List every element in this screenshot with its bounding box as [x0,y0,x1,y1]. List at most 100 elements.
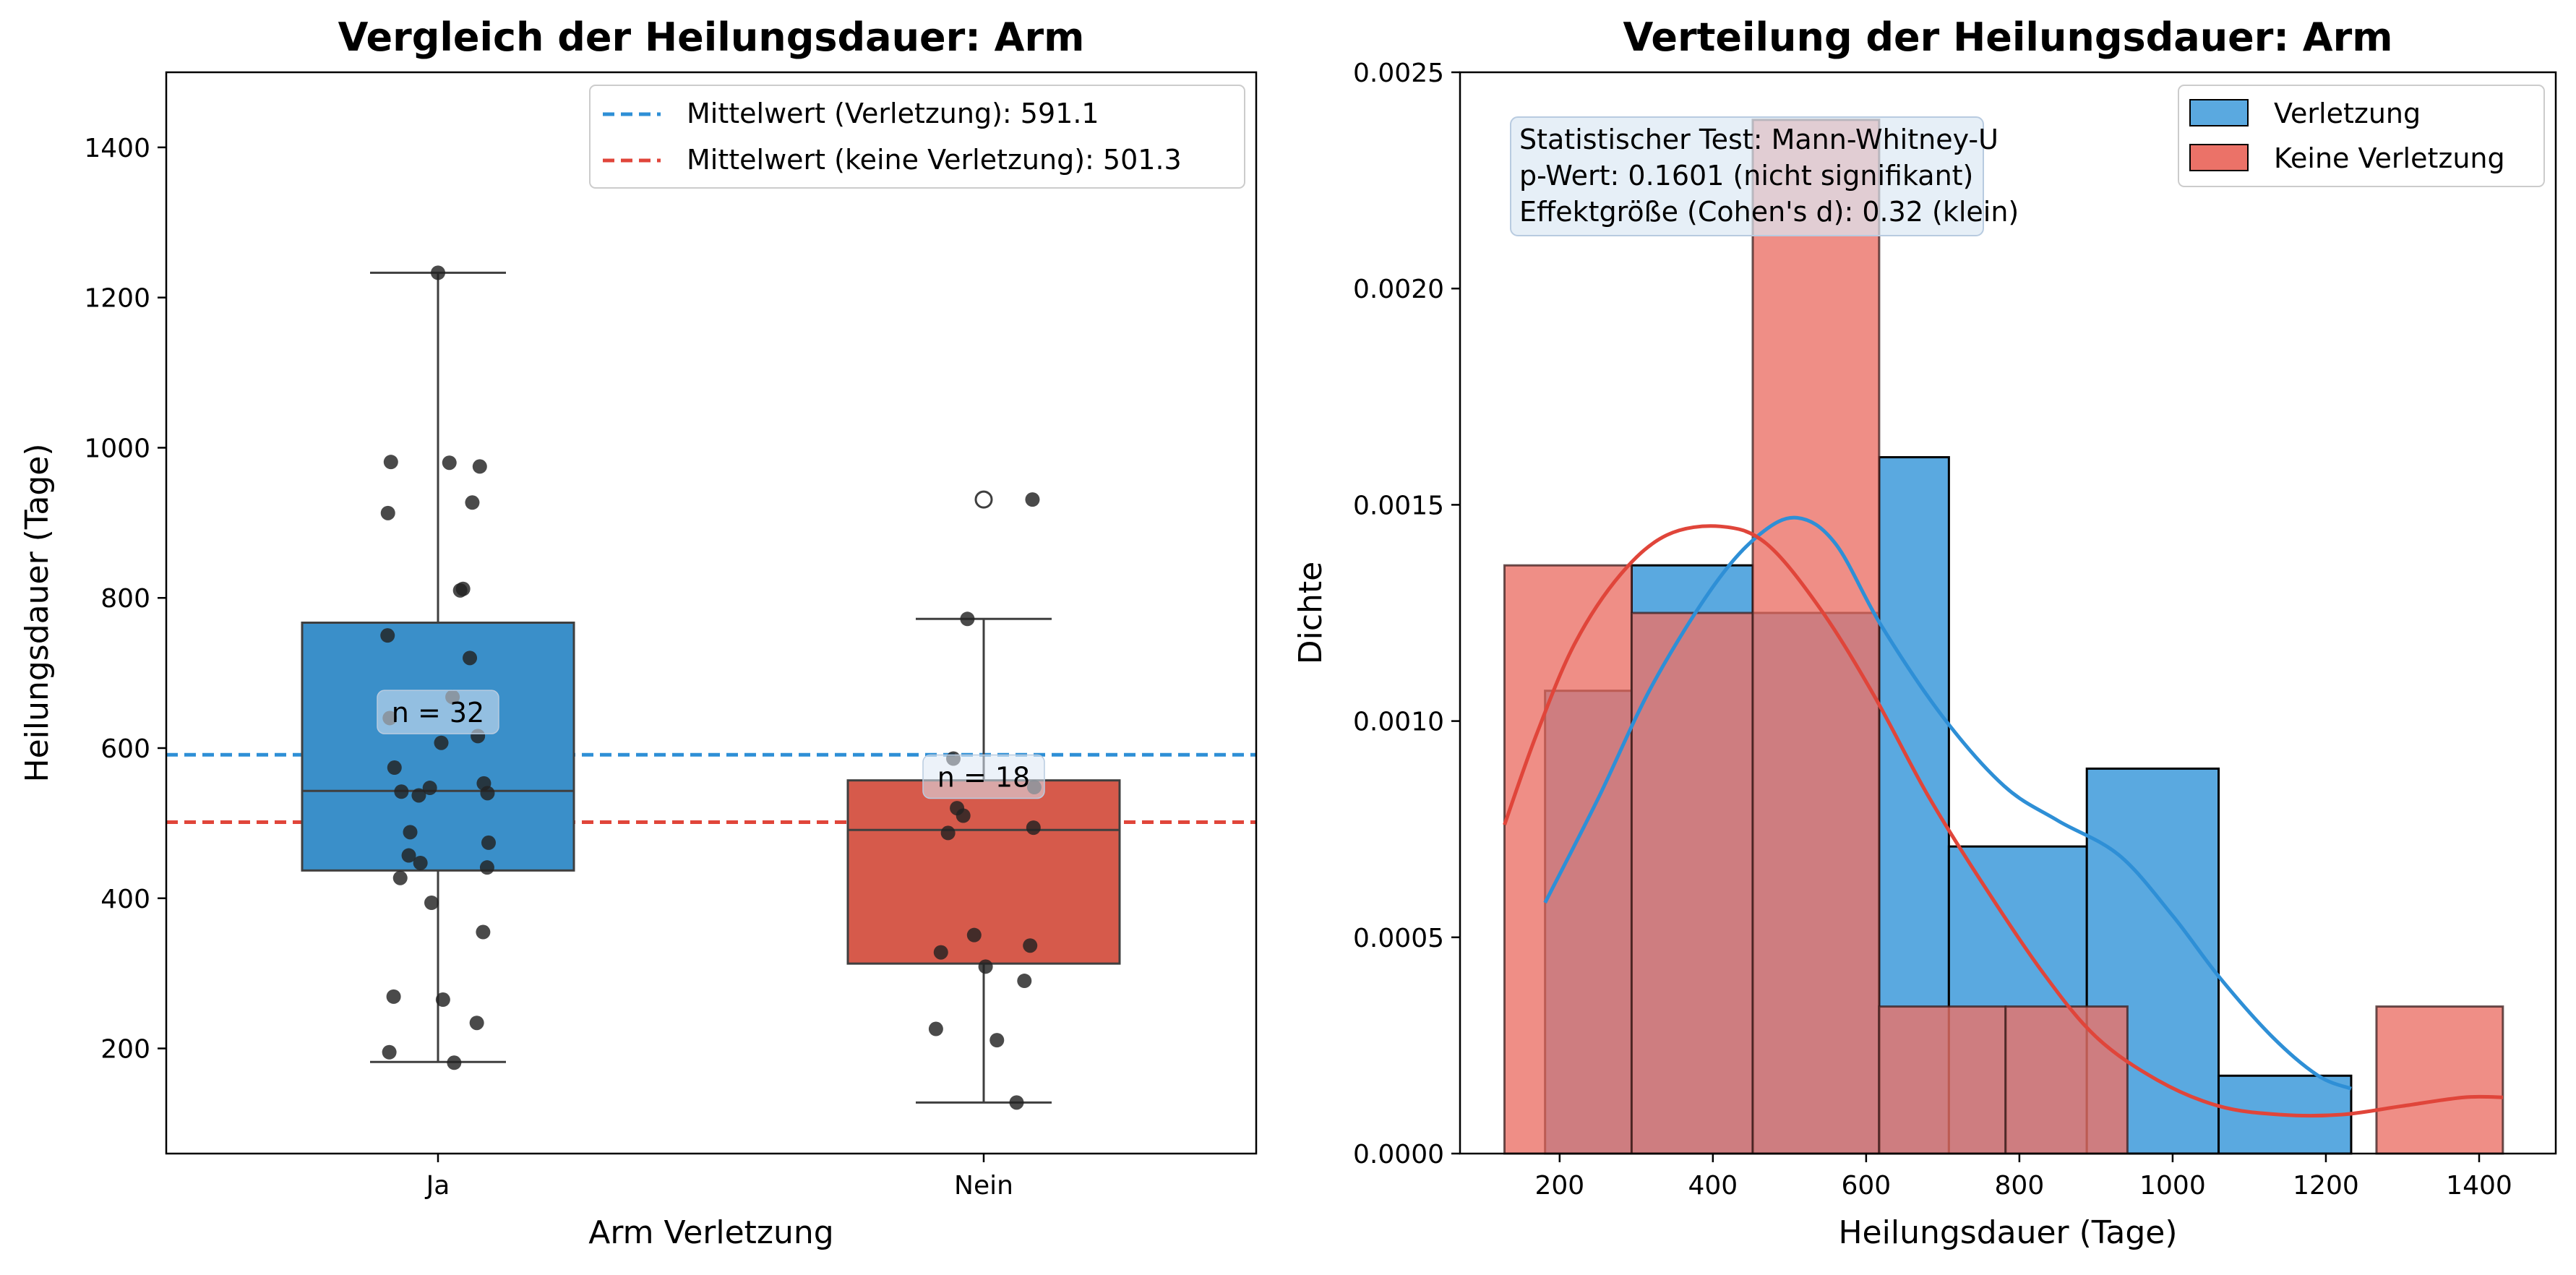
stats-line-test: Statistischer Test: Mann-Whitney-U [1519,124,1998,155]
point-Ja-5 [380,505,395,520]
n-label-Nein: n = 18 [937,761,1030,793]
point-Ja-23 [413,855,428,870]
point-Ja-24 [479,860,494,875]
histogram-panel: 0.0000 0.0005 0.0010 0.0015 0.0020 0.0025 200… [1292,14,2557,1251]
box-plot-xlabel: Arm Verletzung [588,1214,833,1251]
point-Ja-16 [422,781,437,796]
hist-y-tick-label-0.0025: 0.0025 [1353,59,1444,88]
point-Ja-25 [392,870,408,885]
point-Ja-27 [476,924,491,940]
legend-label-injury: Verletzung [2274,98,2421,129]
legend-swatch-no-injury [2189,144,2249,171]
legend-label-mean-no-injury: Mittelwert (keine Verletzung): 501.3 [687,144,1182,176]
point-Nein-10 [933,945,948,960]
point-Ja-31 [382,1044,397,1060]
point-Ja-32 [447,1055,462,1070]
point-Ja-19 [411,788,426,803]
n-label-Ja: n = 32 [392,697,484,729]
y-tick-label-200: 200 [100,1035,150,1065]
point-Nein-1 [960,611,975,627]
hist-x-tick-label-1400: 1400 [2446,1171,2512,1201]
hist-x-tick-label-1000: 1000 [2139,1171,2206,1201]
hist-y-tick-label-0.0005: 0.0005 [1353,924,1444,953]
stats-line-effect: Effektgröße (Cohen's d): 0.32 (klein) [1519,196,2019,228]
box-plot-title: Vergleich der Heilungsdauer: Arm [338,14,1085,60]
stats-box: Statistischer Test: Mann-Whitney-U p-Wer… [1510,116,2019,236]
point-Ja-7 [455,581,471,596]
stats-line-pvalue: p-Wert: 0.1601 (nicht signifikant) [1519,160,1973,192]
kde-line-0 [1543,515,2352,1091]
box-Nein [846,490,1121,1104]
legend-swatch-injury [2189,99,2249,126]
point-Ja-26 [424,896,439,911]
y-tick-label-1200: 1200 [84,284,150,314]
hist-y-tick-label-0.0015: 0.0015 [1353,491,1444,520]
y-tick-label-1000: 1000 [84,434,150,463]
histogram-frame [1459,71,2557,1155]
hist-bar-1-1 [1630,611,1754,1155]
x-tick-label-Nein: Nein [954,1171,1013,1201]
y-tick-label-1400: 1400 [84,134,150,163]
hist-x-tick-label-1200: 1200 [2293,1171,2359,1201]
y-tick-label-800: 800 [100,584,150,614]
legend-label-no-injury: Keine Verletzung [2274,142,2505,174]
point-Ja-1 [472,459,487,474]
point-Nein-15 [1009,1095,1024,1110]
point-Nein-12 [1017,974,1032,989]
point-Nein-7 [940,825,956,841]
histogram-legend: Verletzung Keine Verletzung [2178,85,2545,187]
point-Ja-3 [442,455,457,471]
point-Ja-2 [383,455,398,470]
point-Nein-9 [1023,938,1038,953]
histogram-ylabel: Dichte [1292,562,1329,665]
point-Ja-21 [481,835,496,850]
hist-y-tick-label-0.0000: 0.0000 [1353,1140,1444,1169]
point-Nein-11 [978,959,993,974]
point-Ja-17 [394,784,409,799]
hist-y-tick-label-0.0010: 0.0010 [1353,708,1444,737]
hist-x-tick-label-800: 800 [1995,1171,2045,1201]
point-Ja-20 [403,825,418,840]
box-plot-frame [165,71,1258,1155]
box-plot-panel: n = 32 n = 18 200 400 600 800 1000 1200 1400 Ja… [19,14,1258,1251]
point-Ja-8 [380,628,395,643]
point-Ja-9 [463,651,478,666]
n-label-bg-Nein [922,754,1045,799]
hist-x-tick-label-400: 400 [1688,1171,1738,1201]
point-Nein-13 [928,1021,943,1036]
point-Nein-6 [1026,820,1041,836]
hist-bar-1-6 [2375,1005,2504,1155]
y-tick-label-400: 400 [100,885,150,914]
n-label-bg-Ja [377,690,499,734]
outlier-Nein-0 [974,490,993,509]
point-Nein-14 [989,1033,1005,1048]
hist-bar-1-3 [1878,1005,2007,1155]
point-Ja-14 [387,760,402,776]
hist-bar-1-4 [2004,1005,2129,1155]
x-tick-label-Ja: Ja [425,1171,450,1201]
point-Ja-0 [431,265,445,280]
point-Ja-18 [480,786,495,801]
box-body-Ja [301,622,575,872]
point-Ja-13 [434,735,449,750]
y-tick-label-600: 600 [100,734,150,764]
point-Ja-29 [435,992,450,1008]
hist-bar-1-2 [1751,119,1881,1155]
hist-x-tick-label-200: 200 [1534,1171,1584,1201]
histogram-xlabel: Heilungsdauer (Tage) [1838,1214,2177,1251]
legend-label-mean-injury: Mittelwert (Verletzung): 591.1 [687,98,1099,129]
box-plot-legend: Mittelwert (Verletzung): 591.1 Mittelwer… [589,85,1245,189]
kde-line-1 [1503,524,2503,1118]
hist-x-tick-label-600: 600 [1842,1171,1892,1201]
histogram-title: Verteilung der Heilungsdauer: Arm [1623,14,2393,60]
box-body-Nein [846,779,1121,965]
point-Nein-5 [956,808,971,823]
point-Ja-30 [469,1016,484,1031]
point-Ja-22 [401,848,416,863]
box-plot-ylabel: Heilungsdauer (Tage) [19,443,56,782]
point-Ja-28 [386,989,401,1004]
box-plot-area [166,72,1256,1154]
box-Ja [301,271,575,1063]
point-Ja-4 [465,495,480,510]
